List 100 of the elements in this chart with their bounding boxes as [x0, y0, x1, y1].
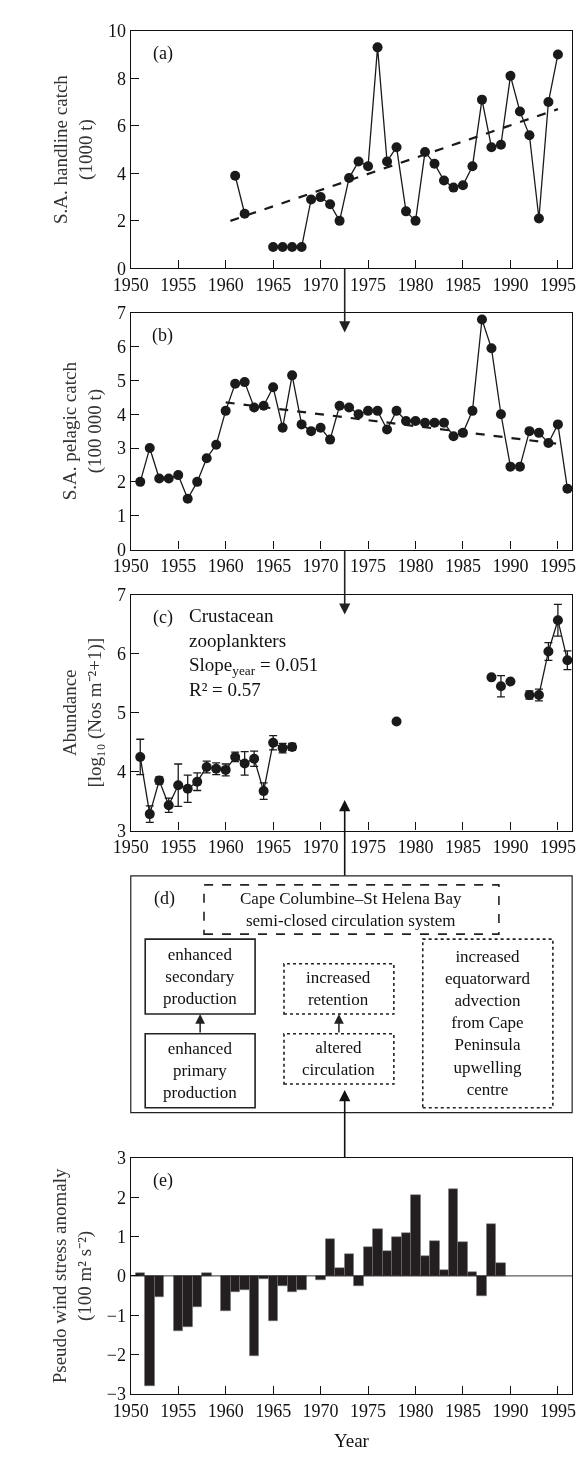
- point: [514, 106, 525, 117]
- y-tick-label: 6: [117, 116, 127, 137]
- annotation: (a): [153, 43, 173, 64]
- point: [268, 382, 279, 393]
- annotation: (e): [153, 1170, 173, 1191]
- point: [192, 776, 203, 787]
- point: [154, 473, 165, 484]
- point: [552, 419, 563, 430]
- point: [239, 377, 250, 388]
- x-tick-label: 1985: [444, 556, 481, 577]
- x-tick-label: 1980: [397, 556, 434, 577]
- y-tick-label: −2: [106, 1344, 127, 1365]
- point: [268, 242, 279, 253]
- y-tick-label: 1: [117, 505, 127, 526]
- y-axis-title: Abundance [log₁₀ (Nos m⁻²+1)]: [59, 637, 106, 788]
- point: [363, 405, 374, 416]
- point: [372, 405, 383, 416]
- x-tick-label: 1975: [350, 556, 387, 577]
- point: [420, 417, 431, 428]
- x-tick-label: 1995: [539, 275, 576, 296]
- point: [201, 453, 212, 464]
- point: [495, 681, 506, 692]
- point: [334, 400, 345, 411]
- point: [486, 142, 497, 153]
- point: [382, 424, 393, 435]
- point: [429, 158, 440, 169]
- y-axis-title: S.A. pelagic catch (100 000 t): [59, 361, 106, 501]
- x-tick-label: 1960: [207, 1400, 244, 1421]
- x-tick-label: 1970: [302, 837, 339, 858]
- y-tick-label: 3: [117, 438, 127, 459]
- x-tick-label: 1955: [160, 275, 197, 296]
- point: [410, 416, 421, 426]
- y-tick-label: 6: [117, 336, 127, 357]
- point: [363, 161, 374, 172]
- point: [391, 142, 402, 153]
- y-tick-label: 8: [117, 68, 127, 89]
- point: [230, 378, 241, 389]
- point: [533, 427, 544, 438]
- point: [382, 156, 393, 167]
- point: [562, 483, 573, 494]
- y-axis-title: S.A. handline catch (1000 t): [50, 74, 97, 224]
- point: [505, 70, 516, 81]
- x-tick-label: 1955: [160, 556, 197, 577]
- point: [173, 470, 184, 481]
- y-tick-label: 4: [117, 163, 127, 184]
- point: [439, 175, 449, 186]
- point: [401, 206, 412, 217]
- x-tick-label: 1955: [160, 1400, 197, 1421]
- x-tick-label: 1975: [350, 837, 387, 858]
- point: [476, 94, 487, 105]
- point: [552, 49, 563, 60]
- point: [220, 405, 231, 416]
- annotation: (b): [152, 325, 173, 346]
- point: [533, 213, 544, 224]
- x-tick-label: 1975: [350, 1400, 387, 1421]
- point: [505, 461, 516, 472]
- y-tick-label: 7: [117, 585, 127, 606]
- point: [552, 615, 563, 626]
- point: [249, 402, 260, 413]
- y-tick-label: 6: [117, 644, 127, 665]
- point: [296, 242, 307, 253]
- annotation: Crustacean zooplankters Slope$_{year}$ = 0.051 R² = 0.57: [189, 605, 319, 701]
- x-tick-label: 1965: [255, 275, 292, 296]
- text: enhanced secondary production: [163, 945, 238, 1009]
- point: [524, 130, 535, 141]
- y-tick-label: 7: [117, 303, 127, 324]
- y-tick-label: 2: [117, 472, 127, 493]
- bar: [353, 1275, 364, 1287]
- point: [135, 476, 146, 487]
- x-tick-label: 1970: [302, 556, 339, 577]
- x-tick-label: 1980: [397, 837, 434, 858]
- x-tick-label: 1995: [539, 1400, 576, 1421]
- point: [467, 161, 478, 172]
- y-axis-title: Pseudo wind stress anomaly (100 m² s⁻²): [49, 1168, 96, 1384]
- point: [144, 809, 155, 820]
- x-tick-label: 1990: [492, 275, 529, 296]
- x-tick-label: 1990: [492, 1400, 529, 1421]
- point: [505, 676, 516, 687]
- text: increased equatorward advection from Cape Peninsula upwelling centre: [445, 947, 531, 1099]
- y-tick-label: 4: [117, 404, 127, 425]
- point: [372, 42, 383, 53]
- text: enhanced primary production: [163, 1039, 238, 1103]
- point: [325, 199, 336, 210]
- y-tick-label: 5: [117, 370, 127, 391]
- y-tick-label: 10: [108, 21, 127, 42]
- point: [325, 434, 336, 445]
- point: [315, 192, 326, 203]
- point: [401, 416, 412, 426]
- point: [543, 646, 554, 657]
- text: Cape Columbine–St Helena Bay semi-closed circulation system: [240, 889, 462, 931]
- x-tick-label: 1980: [397, 1400, 434, 1421]
- point: [495, 409, 506, 420]
- point: [420, 146, 431, 157]
- point: [258, 786, 269, 797]
- point: [448, 182, 459, 193]
- point: [410, 215, 421, 226]
- point: [524, 426, 535, 437]
- y-tick-label: −1: [106, 1305, 127, 1326]
- point: [486, 343, 497, 354]
- x-tick-label: 1955: [160, 837, 197, 858]
